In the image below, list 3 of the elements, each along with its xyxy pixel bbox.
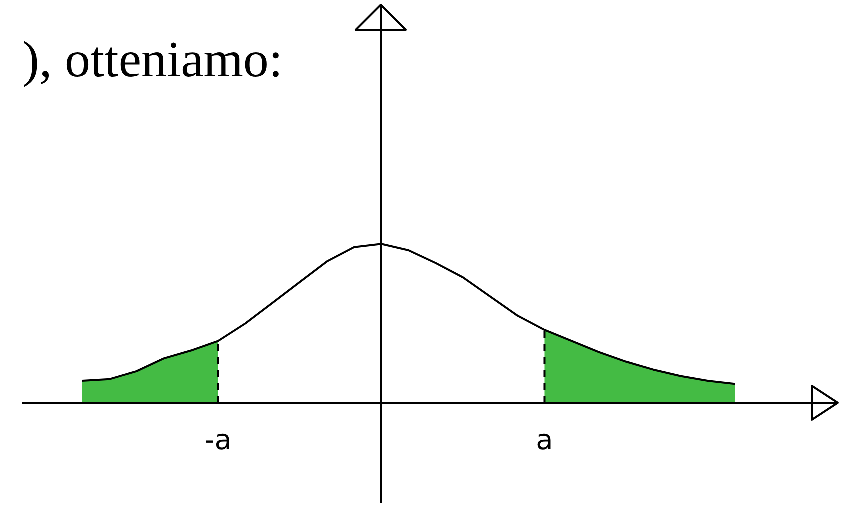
x-tick-label: a bbox=[536, 423, 554, 456]
x-tick-label: -a bbox=[204, 423, 232, 456]
chart-title: ), otteniamo: bbox=[22, 32, 284, 88]
